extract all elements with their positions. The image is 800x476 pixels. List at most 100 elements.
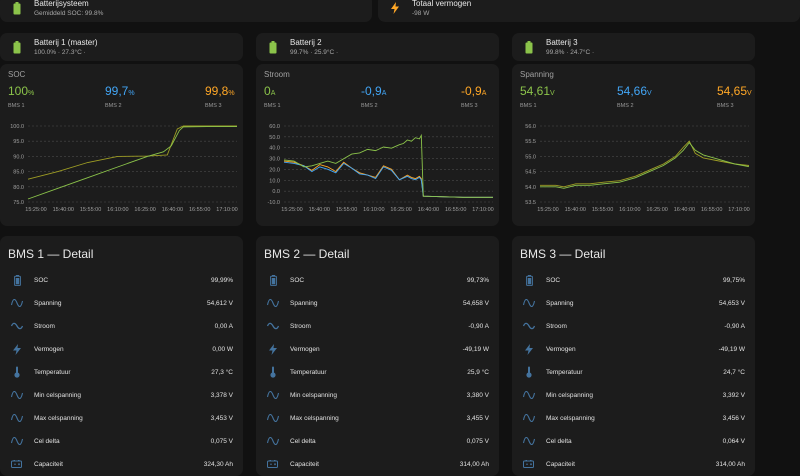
row-value: 3,455 V xyxy=(466,414,489,422)
soc-chart: 100.0 95.0 90.0 85.0 80.0 75.015:25:00 15:40:0… xyxy=(10,124,237,213)
stat-label: BMS 1 xyxy=(520,103,537,109)
detail-row-spanning[interactable]: Spanning 54,658 V xyxy=(256,292,499,314)
battery-system-tile[interactable]: Batterijsysteem Gemiddeld SOC: 99.8% xyxy=(0,0,372,22)
y-tick-label: 10.0 xyxy=(269,178,280,184)
detail-row-spanning[interactable]: Spanning 54,653 V xyxy=(512,292,755,314)
stat-unit: V xyxy=(550,90,555,97)
tile-name: Batterij 2 xyxy=(290,37,322,47)
detail-title: BMS 1 — Detail xyxy=(8,247,94,261)
voltage-graph-card[interactable]: Spanning 54,61V BMS 1 54,66V BMS 2 54,65… xyxy=(512,64,755,226)
y-tick-label: 75.0 xyxy=(13,200,24,206)
tile-name: Totaal vermogen xyxy=(412,0,472,8)
detail-row-stroom[interactable]: Stroom -0,90 A xyxy=(256,315,499,337)
detail-row-cel-delta[interactable]: Cel delta 0,075 V xyxy=(256,430,499,452)
stat-label: BMS 3 xyxy=(205,103,222,109)
x-tick-label: 16:40:00 xyxy=(418,207,439,213)
detail-row-spanning[interactable]: Spanning 54,612 V xyxy=(0,292,243,314)
y-tick-label: 0.0 xyxy=(272,189,280,195)
detail-row-min-celspanning[interactable]: Min celspanning 3,392 V xyxy=(512,384,755,406)
detail-row-vermogen[interactable]: Vermogen 0,00 W xyxy=(0,338,243,360)
tile-secondary: Gemiddeld SOC: 99.8% xyxy=(34,9,104,17)
stat-label: BMS 2 xyxy=(361,103,378,109)
sine-wave-icon xyxy=(8,299,26,307)
detail-row-cel-delta[interactable]: Cel delta 0,064 V xyxy=(512,430,755,452)
detail-row-min-celspanning[interactable]: Min celspanning 3,380 V xyxy=(256,384,499,406)
x-tick-label: 16:25:00 xyxy=(390,207,411,213)
bms-1-detail-card: BMS 1 — Detail SOC 99,99% Spanning 54,61… xyxy=(0,236,243,476)
stat-value: 54,61 xyxy=(520,84,551,98)
total-power-tile[interactable]: Totaal vermogen -98 W xyxy=(378,0,800,22)
sine-wave-icon xyxy=(520,437,538,445)
stat-value: 0 xyxy=(264,84,271,98)
sine-wave-icon xyxy=(264,414,282,422)
flash-icon xyxy=(520,343,538,355)
detail-row-cel-delta[interactable]: Cel delta 0,075 V xyxy=(0,430,243,452)
row-value: 0,00 A xyxy=(214,322,233,330)
row-value: 0,00 W xyxy=(212,345,233,353)
stat-value: 54,66 xyxy=(617,84,648,98)
row-value: 3,378 V xyxy=(210,391,233,399)
detail-row-soc[interactable]: SOC 99,73% xyxy=(256,269,499,291)
stat-unit: % xyxy=(28,90,35,97)
row-value: 99,73% xyxy=(466,276,489,284)
row-label: Max celspanning xyxy=(546,414,595,422)
soc-graph-card[interactable]: SOC 100% BMS 1 99,7% BMS 2 99,8% BMS 3 1… xyxy=(0,64,243,226)
x-tick-label: 16:55:00 xyxy=(445,207,466,213)
row-label: SOC xyxy=(546,276,561,284)
detail-row-capaciteit[interactable]: Capaciteit 314,00 Ah xyxy=(256,453,499,475)
row-label: Max celspanning xyxy=(290,414,339,422)
series-line xyxy=(540,141,750,189)
detail-row-temperatuur[interactable]: Temperatuur 25,9 °C xyxy=(256,361,499,383)
row-value: 0,075 V xyxy=(466,437,489,445)
row-label: Cel delta xyxy=(546,437,572,445)
sine-wave-icon xyxy=(264,391,282,399)
series-line xyxy=(283,161,493,198)
stat-label: BMS 2 xyxy=(617,103,634,109)
detail-row-stroom[interactable]: Stroom -0,90 A xyxy=(512,315,755,337)
detail-row-capaciteit[interactable]: Capaciteit 314,00 Ah xyxy=(512,453,755,475)
battery-1-tile[interactable]: Batterij 1 (master) 100.0% · 27.3°C · xyxy=(0,33,243,61)
y-tick-label: 100.0 xyxy=(10,124,24,130)
sine-wave-icon xyxy=(8,414,26,422)
current-chart: 60.0 50.0 40.0 30.0 20.0 10.0 0.0 -10.015:25:00… xyxy=(267,124,493,213)
row-label: Cel delta xyxy=(34,437,60,445)
detail-row-temperatuur[interactable]: Temperatuur 27,3 °C xyxy=(0,361,243,383)
detail-row-max-celspanning[interactable]: Max celspanning 3,453 V xyxy=(0,407,243,429)
detail-row-max-celspanning[interactable]: Max celspanning 3,456 V xyxy=(512,407,755,429)
detail-row-stroom[interactable]: Stroom 0,00 A xyxy=(0,315,243,337)
tile-name: Batterijsysteem xyxy=(34,0,89,8)
battery-icon xyxy=(518,40,540,54)
x-tick-label: 17:10:00 xyxy=(216,207,237,213)
detail-row-capaciteit[interactable]: Capaciteit 324,30 Ah xyxy=(0,453,243,475)
battery-icon xyxy=(8,274,26,286)
battery-icon xyxy=(6,40,28,54)
detail-row-temperatuur[interactable]: Temperatuur 24,7 °C xyxy=(512,361,755,383)
battery-2-tile[interactable]: Batterij 2 99.7% · 25.9°C · xyxy=(256,33,499,61)
x-tick-label: 15:40:00 xyxy=(53,207,74,213)
flash-icon xyxy=(8,343,26,355)
row-label: Stroom xyxy=(290,322,311,330)
detail-row-max-celspanning[interactable]: Max celspanning 3,455 V xyxy=(256,407,499,429)
detail-row-vermogen[interactable]: Vermogen -49,19 W xyxy=(256,338,499,360)
row-value: 99,99% xyxy=(210,276,233,284)
row-value: 3,456 V xyxy=(722,414,745,422)
series-line xyxy=(27,126,237,200)
sine-wave-icon xyxy=(8,391,26,399)
detail-row-soc[interactable]: SOC 99,75% xyxy=(512,269,755,291)
row-value: 3,392 V xyxy=(722,391,745,399)
detail-row-soc[interactable]: SOC 99,99% xyxy=(0,269,243,291)
detail-row-min-celspanning[interactable]: Min celspanning 3,378 V xyxy=(0,384,243,406)
detail-row-vermogen[interactable]: Vermogen -49,19 W xyxy=(512,338,755,360)
battery-3-tile[interactable]: Batterij 3 99.8% · 24.7°C · xyxy=(512,33,755,61)
stat-bms-1: 54,61V BMS 1 xyxy=(520,84,555,109)
x-tick-label: 15:40:00 xyxy=(309,207,330,213)
x-tick-label: 17:10:00 xyxy=(472,207,493,213)
y-tick-label: 40.0 xyxy=(269,146,280,152)
row-value: 99,75% xyxy=(722,276,745,284)
row-value: 54,612 V xyxy=(206,299,233,307)
stat-label: BMS 3 xyxy=(461,103,478,109)
y-tick-label: 80.0 xyxy=(13,185,24,191)
current-graph-card[interactable]: Stroom 0A BMS 1 -0,9A BMS 2 -0,9A BMS 3 … xyxy=(256,64,499,226)
tile-secondary: 99.7% · 25.9°C · xyxy=(290,48,339,56)
stat-label: BMS 3 xyxy=(717,103,734,109)
